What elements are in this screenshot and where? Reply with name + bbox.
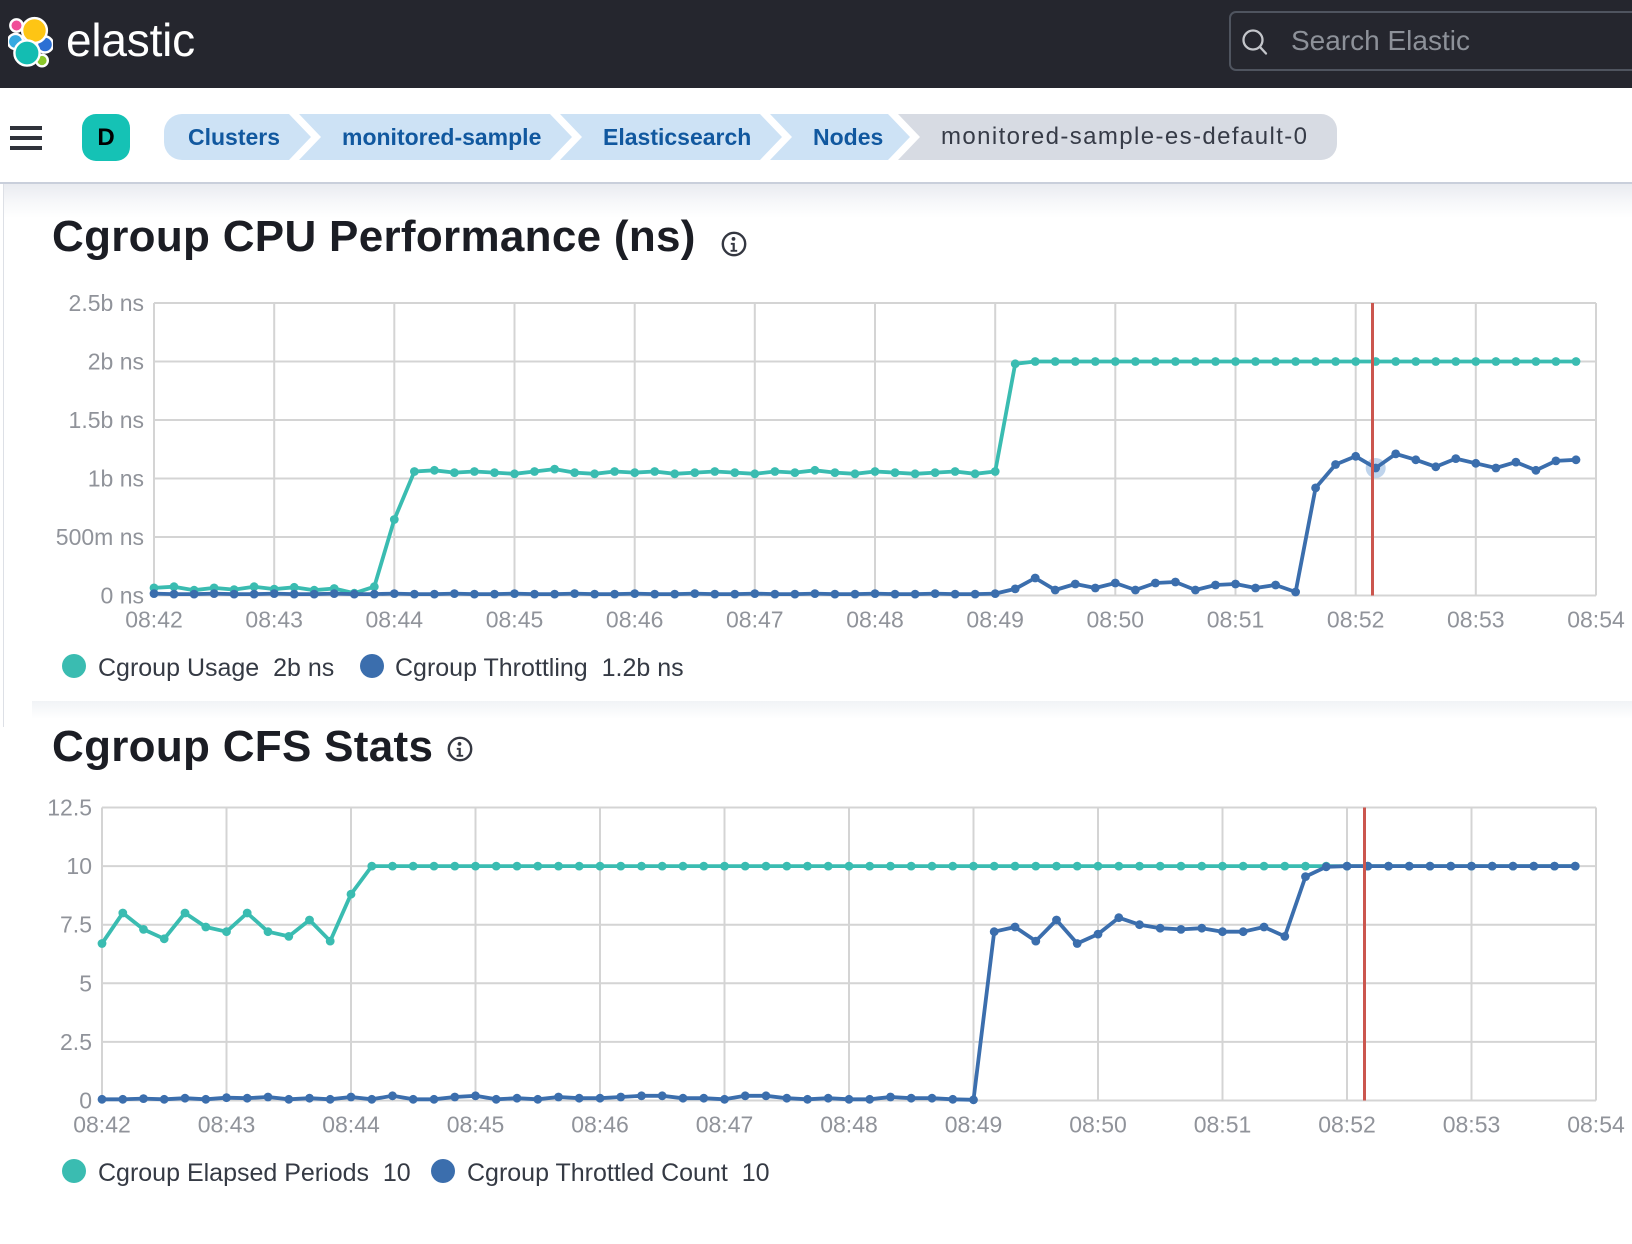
svg-text:08:44: 08:44	[366, 607, 424, 633]
svg-text:08:51: 08:51	[1194, 1112, 1252, 1138]
svg-text:08:49: 08:49	[966, 607, 1024, 633]
svg-text:08:43: 08:43	[245, 607, 303, 633]
svg-text:08:45: 08:45	[447, 1112, 505, 1138]
svg-text:08:49: 08:49	[945, 1112, 1003, 1138]
svg-text:08:50: 08:50	[1069, 1112, 1127, 1138]
svg-text:08:47: 08:47	[726, 607, 784, 633]
svg-text:08:50: 08:50	[1087, 607, 1145, 633]
svg-text:08:48: 08:48	[846, 607, 904, 633]
svg-text:0: 0	[79, 1088, 92, 1114]
svg-text:2.5b ns: 2.5b ns	[69, 290, 144, 316]
svg-text:08:54: 08:54	[1567, 607, 1625, 633]
svg-text:08:54: 08:54	[1567, 1112, 1625, 1138]
svg-text:7.5: 7.5	[60, 912, 92, 938]
svg-text:08:45: 08:45	[486, 607, 544, 633]
svg-text:08:46: 08:46	[571, 1112, 629, 1138]
svg-text:10: 10	[66, 853, 92, 879]
svg-text:08:43: 08:43	[198, 1112, 256, 1138]
svg-text:08:48: 08:48	[820, 1112, 878, 1138]
svg-text:08:52: 08:52	[1318, 1112, 1376, 1138]
svg-text:08:53: 08:53	[1447, 607, 1505, 633]
svg-text:5: 5	[79, 970, 92, 996]
svg-text:500m ns: 500m ns	[56, 524, 144, 550]
svg-text:1b ns: 1b ns	[88, 466, 144, 492]
svg-text:08:44: 08:44	[322, 1112, 380, 1138]
svg-text:08:42: 08:42	[73, 1112, 131, 1138]
svg-text:08:46: 08:46	[606, 607, 664, 633]
svg-text:12.5: 12.5	[47, 795, 92, 821]
svg-text:08:52: 08:52	[1327, 607, 1385, 633]
svg-text:08:53: 08:53	[1443, 1112, 1501, 1138]
svg-text:1.5b ns: 1.5b ns	[69, 407, 144, 433]
svg-text:2b ns: 2b ns	[88, 349, 144, 375]
svg-text:08:51: 08:51	[1207, 607, 1265, 633]
svg-text:08:47: 08:47	[696, 1112, 754, 1138]
svg-text:2.5: 2.5	[60, 1029, 92, 1055]
svg-text:0 ns: 0 ns	[101, 583, 144, 609]
svg-text:08:42: 08:42	[125, 607, 183, 633]
